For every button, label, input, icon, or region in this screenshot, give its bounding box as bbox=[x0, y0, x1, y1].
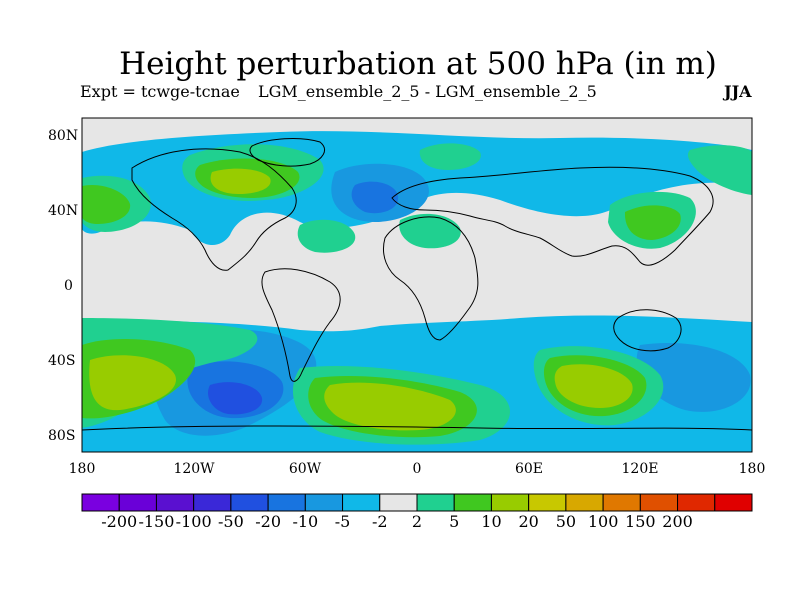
colorbar-label: 100 bbox=[587, 512, 619, 531]
colorbar-swatch bbox=[639, 493, 679, 512]
contour-region bbox=[324, 382, 456, 431]
colorbar-label: 200 bbox=[662, 512, 693, 531]
colorbar-label: -100 bbox=[175, 512, 212, 531]
lat-label-80n: 80N bbox=[48, 128, 79, 144]
contour-region bbox=[82, 184, 131, 224]
colorbar-swatch bbox=[193, 493, 232, 512]
colorbar-swatch bbox=[118, 493, 157, 512]
colorbar-label: -20 bbox=[255, 512, 281, 531]
map-frame bbox=[81, 117, 753, 453]
colorbar-swatch bbox=[714, 493, 753, 512]
contour-region bbox=[419, 143, 481, 170]
lon-label-0: 0 bbox=[412, 461, 422, 477]
contour-region bbox=[554, 364, 633, 408]
colorbar bbox=[81, 493, 753, 512]
lat-label-80s: 80S bbox=[48, 428, 76, 444]
colorbar-swatch bbox=[304, 493, 344, 512]
colorbar-swatch bbox=[565, 493, 604, 512]
colorbar-swatch bbox=[416, 493, 455, 512]
colorbar-label: -200 bbox=[101, 512, 138, 531]
colorbar-label: 50 bbox=[555, 512, 577, 531]
lon-label-60e: 60E bbox=[514, 461, 544, 477]
colorbar-label: 150 bbox=[625, 512, 656, 531]
colorbar-label: -5 bbox=[334, 512, 351, 531]
contour-region bbox=[210, 168, 271, 194]
colorbar-swatch bbox=[267, 493, 306, 512]
contour-region bbox=[208, 382, 263, 415]
coastlines bbox=[81, 138, 753, 431]
colorbar-label: 10 bbox=[481, 512, 502, 531]
contour-region bbox=[89, 355, 176, 411]
colorbar-swatch bbox=[677, 493, 716, 512]
contour-region bbox=[687, 145, 752, 195]
lat-label-40s: 40S bbox=[48, 353, 76, 369]
contour-region bbox=[399, 213, 461, 249]
colorbar-swatch bbox=[528, 493, 567, 512]
contour-region bbox=[351, 181, 399, 214]
colorbar-label: 20 bbox=[518, 512, 539, 531]
colorbar-swatch bbox=[379, 493, 418, 512]
colorbar-swatch bbox=[81, 493, 120, 512]
colorbar-label: -2 bbox=[371, 512, 388, 531]
lon-label-120e: 120E bbox=[621, 461, 659, 477]
season-label: JJA bbox=[724, 82, 752, 101]
lon-label-120w: 120W bbox=[173, 461, 215, 477]
colorbar-label: -50 bbox=[217, 512, 244, 531]
contour-region bbox=[297, 219, 356, 253]
experiment-label: Expt = tcwge-tcnae bbox=[80, 82, 240, 101]
lon-label-180e: 180 bbox=[738, 461, 766, 477]
colorbar-label: -150 bbox=[138, 512, 175, 531]
colorbar-swatch bbox=[342, 493, 381, 512]
lat-label-eq: 0 bbox=[64, 278, 73, 294]
contour-region bbox=[636, 343, 751, 412]
comparison-label: LGM_ensemble_2_5 - LGM_ensemble_2_5 bbox=[258, 82, 597, 101]
contour-field bbox=[82, 131, 752, 452]
colorbar-label: 5 bbox=[449, 512, 460, 531]
contour-region bbox=[624, 205, 681, 240]
colorbar-swatch bbox=[230, 493, 269, 512]
lon-label-60w: 60W bbox=[288, 461, 322, 477]
colorbar-swatch bbox=[453, 493, 492, 512]
colorbar-swatch bbox=[155, 493, 195, 512]
colorbar-swatch bbox=[602, 493, 641, 512]
lat-label-40n: 40N bbox=[48, 203, 79, 219]
colorbar-swatch bbox=[490, 493, 530, 512]
lon-label-180w: 180 bbox=[68, 461, 96, 477]
colorbar-label: 2 bbox=[411, 512, 423, 531]
plot-title: Height perturbation at 500 hPa (in m) bbox=[119, 46, 717, 82]
colorbar-label: -10 bbox=[292, 512, 319, 531]
